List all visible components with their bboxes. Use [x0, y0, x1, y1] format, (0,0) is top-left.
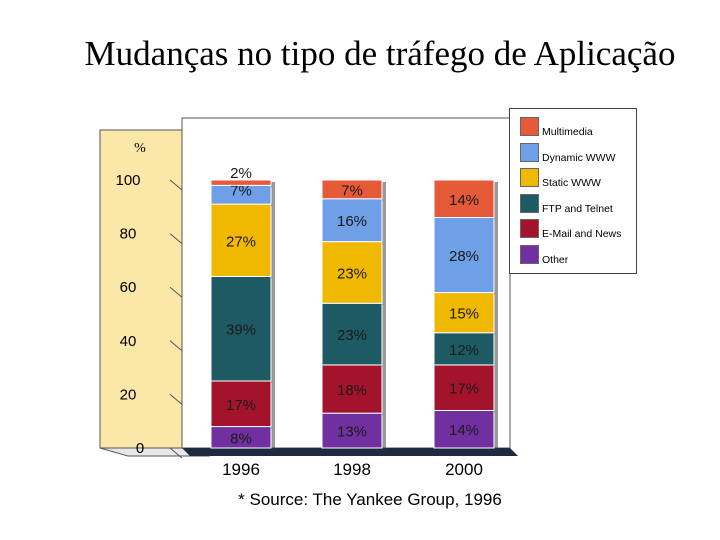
source-note: * Source: The Yankee Group, 1996	[238, 490, 502, 509]
data-label: 18%	[337, 382, 367, 399]
bar-shadow	[494, 219, 498, 295]
x-tick-label: 1998	[333, 460, 371, 479]
y-tick-line	[169, 179, 183, 191]
bar-segment	[321, 364, 383, 414]
data-label: 28%	[449, 248, 479, 265]
data-label: 23%	[337, 327, 367, 344]
x-tick-label: 2000	[445, 460, 483, 479]
legend-swatch	[520, 142, 539, 162]
legend-label: Multimedia	[542, 126, 593, 138]
data-label: 12%	[449, 342, 479, 359]
y-tick-label: 40	[120, 333, 137, 350]
data-label: 17%	[449, 381, 479, 398]
y-tick-label: 80	[120, 226, 137, 243]
bar-shadow	[382, 366, 386, 416]
legend-swatch	[520, 168, 539, 187]
bar-shadow	[382, 305, 386, 367]
bar-segment	[210, 179, 272, 186]
data-label: 16%	[337, 213, 367, 230]
y-tick-line	[169, 286, 183, 298]
legend-swatch	[520, 244, 539, 264]
bar-segment	[433, 217, 495, 294]
bar-shadow	[494, 412, 498, 450]
bar-segment	[210, 275, 272, 382]
data-label: 14%	[449, 192, 479, 209]
plot-floor	[182, 448, 518, 456]
bar-segment	[433, 364, 495, 411]
y-tick-line	[169, 394, 183, 405]
legend-swatch	[520, 117, 539, 136]
bar-segment	[433, 409, 495, 449]
bar-shadow	[494, 182, 498, 220]
data-label: 39%	[226, 322, 256, 339]
bar-shadow	[382, 243, 386, 306]
y-tick-label: 60	[120, 279, 137, 296]
legend-label: Static WWW	[542, 177, 601, 189]
bar-segment	[433, 179, 495, 219]
legend-label: E-Mail and News	[542, 228, 622, 240]
data-label: 17%	[226, 397, 256, 414]
y-axis-label: %	[134, 141, 146, 156]
bar-shadow	[382, 200, 386, 244]
y-tick-label: 0	[136, 440, 144, 457]
bar-segment	[433, 292, 495, 334]
data-label: 23%	[337, 265, 367, 282]
chart-title: Mudanças no tipo de tráfego de Aplicação	[84, 34, 676, 73]
legend-swatch	[520, 219, 539, 238]
legend-label: Other	[542, 253, 569, 266]
data-label: 15%	[449, 306, 479, 323]
legend: Multimedia Dynamic WWW Static WWW FTP and T…	[509, 108, 637, 274]
bar-shadow	[382, 415, 386, 450]
data-label: 27%	[226, 233, 256, 250]
bar-shadow	[382, 182, 386, 201]
data-label: 13%	[337, 424, 367, 441]
bar-shadow	[494, 294, 498, 335]
y-axis-panel	[99, 129, 183, 449]
bar-shadow	[494, 366, 498, 413]
bar-segment	[321, 179, 383, 200]
bar-shadow	[271, 428, 275, 450]
data-label: 14%	[449, 422, 479, 439]
bar-segment	[210, 203, 272, 277]
y-tick-line	[169, 340, 183, 352]
bar-segment	[321, 241, 383, 304]
legend-label: FTP and Telnet	[542, 202, 613, 215]
x-tick-label: 1996	[222, 460, 260, 479]
bar-shadow	[271, 206, 275, 279]
y-tick-label: 20	[120, 386, 137, 403]
y-tick-label: 100	[115, 172, 140, 189]
y-tick-line	[169, 447, 183, 459]
bar-segment	[210, 380, 272, 428]
bar-shadow	[271, 187, 275, 207]
bar-segment	[321, 302, 383, 366]
bar-shadow	[271, 278, 275, 383]
data-label: 7%	[230, 182, 252, 199]
bar-segment	[433, 332, 495, 366]
bar-shadow	[494, 334, 498, 367]
data-label: 8%	[230, 430, 252, 447]
legend-label: Dynamic WWW	[542, 151, 616, 164]
bar-shadow	[271, 383, 275, 429]
data-label: 2%	[230, 165, 252, 182]
bar-segment	[321, 198, 383, 243]
y-tick-line	[169, 233, 183, 244]
legend-swatch	[520, 193, 539, 213]
bar-segment	[321, 412, 383, 449]
bar-shadow	[271, 182, 275, 188]
data-label: 7%	[341, 182, 363, 199]
